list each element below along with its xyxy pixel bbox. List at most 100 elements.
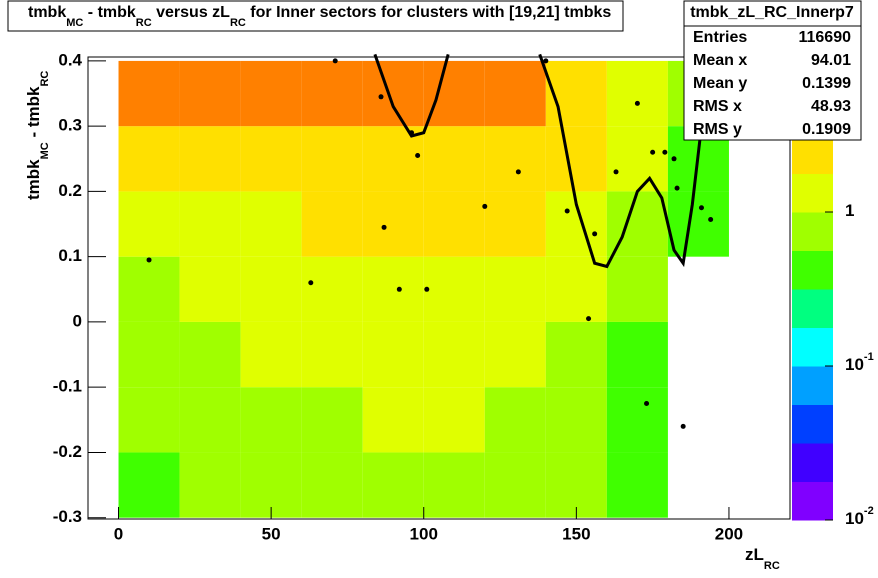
cell — [545, 387, 607, 453]
x-tick-label: 150 — [562, 524, 590, 543]
cell — [240, 256, 302, 322]
cell — [484, 126, 546, 192]
profile-point — [671, 156, 677, 162]
y-tick-label: 0.3 — [58, 116, 82, 135]
cell — [240, 387, 302, 453]
cell — [606, 126, 668, 192]
subscript: MC — [39, 142, 51, 159]
y-tick-label: 0.1 — [58, 246, 82, 265]
z-tick-exponent: -1 — [864, 351, 874, 363]
cell — [423, 387, 485, 453]
cell — [240, 452, 302, 518]
y-tick-label: 0.4 — [58, 50, 82, 69]
palette-swatch — [792, 135, 833, 174]
subscript: RC — [230, 17, 246, 29]
profile-point — [680, 423, 686, 429]
cell — [423, 256, 485, 322]
z-tick-base: 10 — [845, 509, 864, 528]
cell — [118, 452, 180, 518]
palette-swatch — [792, 212, 833, 251]
cell — [118, 256, 180, 322]
profile-point — [415, 153, 421, 159]
cell — [301, 126, 363, 192]
profile-point — [708, 216, 714, 222]
cell — [362, 452, 424, 518]
title-box — [7, 0, 624, 32]
profile-point — [543, 58, 549, 64]
z-tick-label: 10-1 — [845, 351, 874, 375]
cell — [423, 126, 485, 192]
cell — [301, 452, 363, 518]
cell — [301, 321, 363, 388]
cell — [545, 321, 607, 388]
cell — [423, 452, 485, 518]
stats-value: 0.1909 — [802, 121, 851, 138]
profile-point — [378, 94, 384, 100]
cell — [118, 191, 180, 257]
cell — [362, 60, 424, 127]
z-tick-exponent: -2 — [864, 505, 874, 517]
subscript: RC — [136, 17, 152, 29]
y-tick-label: 0.2 — [58, 181, 82, 200]
cell — [240, 191, 302, 257]
z-tick-base: 1 — [845, 201, 854, 220]
title: tmbkMC - tmbkRC versus zLRC for Inner se… — [28, 4, 611, 29]
label-part: zL — [745, 545, 764, 564]
profile-point — [674, 185, 680, 191]
cell — [240, 126, 302, 192]
cell — [606, 256, 668, 322]
profile-point — [482, 203, 488, 209]
profile-point — [396, 286, 402, 292]
stats-label: Mean x — [693, 52, 747, 69]
x-tick-label: 0 — [114, 524, 123, 543]
profile-point — [424, 286, 430, 292]
label-part: tmbk — [28, 4, 66, 21]
cell — [179, 60, 241, 127]
cell — [179, 452, 241, 518]
fit-curve — [373, 53, 710, 269]
cell — [301, 60, 363, 127]
cell — [301, 387, 363, 453]
cell — [362, 387, 424, 453]
palette-swatch — [792, 327, 833, 367]
profile-point — [515, 169, 521, 175]
label-part: - tmbk — [24, 86, 43, 142]
stats-label: Entries — [693, 29, 747, 46]
stats-value: 0.1399 — [802, 75, 851, 92]
profile-point — [409, 130, 415, 136]
profile-point — [634, 100, 640, 106]
profile-point — [381, 224, 387, 230]
cell — [179, 256, 241, 322]
x-tick-label: 200 — [715, 524, 743, 543]
cell — [484, 60, 546, 127]
stats-box: tmbk_zL_RC_Innerp7 Entries 116690 Mean x 94.… — [683, 0, 862, 141]
palette-swatch — [792, 443, 833, 482]
ylabel: tmbkMC - tmbkRC — [24, 71, 50, 200]
cell — [118, 321, 180, 388]
cell — [362, 191, 424, 257]
stats-value: 94.01 — [811, 52, 851, 69]
z-tick-label: 1 — [845, 201, 854, 220]
cell — [362, 321, 424, 388]
palette-swatch — [792, 250, 833, 290]
subscript: MC — [66, 17, 83, 29]
cell — [606, 387, 668, 453]
palette-swatch — [792, 481, 833, 521]
cell — [423, 191, 485, 257]
cell — [606, 452, 668, 518]
cell — [179, 387, 241, 453]
z-tick-base: 10 — [845, 355, 864, 374]
y-tick-label: -0.2 — [53, 442, 82, 461]
cell — [301, 256, 363, 322]
palette-swatch — [792, 173, 833, 213]
palette-swatch — [792, 366, 833, 405]
cell — [606, 60, 668, 127]
cell — [362, 126, 424, 192]
stats-label: Mean y — [693, 75, 747, 92]
profile-point — [650, 149, 656, 155]
label-part: for Inner sectors for clusters with [19,… — [246, 4, 612, 21]
cell — [179, 191, 241, 257]
subscript: RC — [39, 71, 51, 87]
profile-point — [644, 401, 650, 406]
